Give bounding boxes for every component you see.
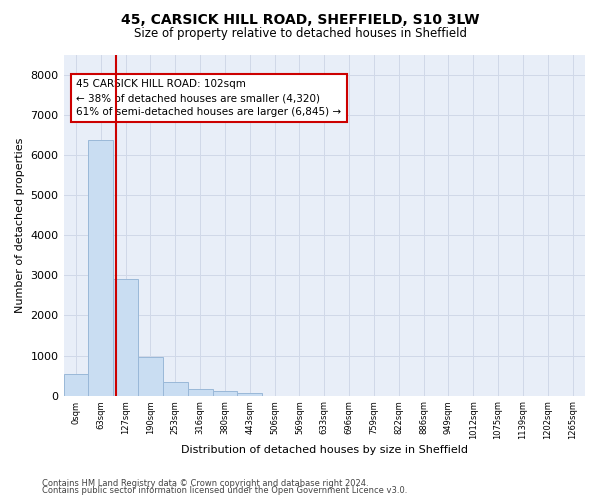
Bar <box>238 393 262 396</box>
Bar <box>163 382 188 396</box>
Y-axis label: Number of detached properties: Number of detached properties <box>15 138 25 313</box>
Bar <box>188 390 212 396</box>
X-axis label: Distribution of detached houses by size in Sheffield: Distribution of detached houses by size … <box>181 445 468 455</box>
Text: 45, CARSICK HILL ROAD, SHEFFIELD, S10 3LW: 45, CARSICK HILL ROAD, SHEFFIELD, S10 3L… <box>121 12 479 26</box>
Bar <box>64 374 88 396</box>
Bar <box>212 392 238 396</box>
Text: 45 CARSICK HILL ROAD: 102sqm
← 38% of detached houses are smaller (4,320)
61% of: 45 CARSICK HILL ROAD: 102sqm ← 38% of de… <box>76 79 341 117</box>
Text: Size of property relative to detached houses in Sheffield: Size of property relative to detached ho… <box>133 28 467 40</box>
Bar <box>138 356 163 396</box>
Text: Contains public sector information licensed under the Open Government Licence v3: Contains public sector information licen… <box>42 486 407 495</box>
Bar <box>88 140 113 396</box>
Bar <box>113 278 138 396</box>
Text: Contains HM Land Registry data © Crown copyright and database right 2024.: Contains HM Land Registry data © Crown c… <box>42 478 368 488</box>
